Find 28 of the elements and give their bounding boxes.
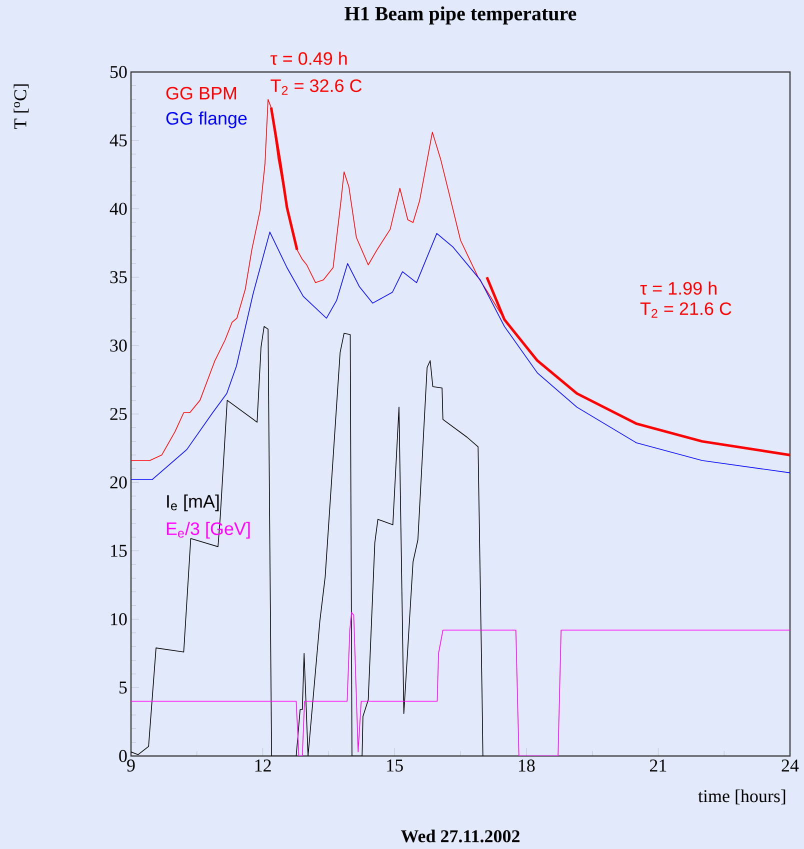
y-tick-label: 20 — [110, 476, 127, 488]
annotation: T$_{2}$ = 21.6 C — [640, 302, 732, 318]
y-tick-label: 40 — [110, 202, 127, 215]
y-tick-label: 25 — [110, 408, 127, 420]
text: Wed 27.11.2002 — [400, 830, 520, 842]
series-label: I$_{e}$ [mA] — [167, 494, 219, 512]
y-axis-title: T [$^{o}$C] — [14, 84, 29, 130]
y-tick-label: 45 — [110, 134, 127, 146]
x-tick-label: 18 — [518, 760, 535, 772]
y-tick-label: 50 — [110, 66, 127, 78]
annotation: T$_{2}$ = 32.6 C — [270, 79, 362, 95]
y-tick-label: 35 — [110, 271, 127, 284]
series-label: GG BPM — [166, 86, 236, 100]
chart-title: H1 Beam pipe temperature — [344, 6, 576, 24]
x-tick-label: 15 — [387, 760, 403, 772]
y-tick-label: 15 — [111, 544, 127, 557]
y-tick-label: 0 — [119, 750, 127, 762]
x-tick-label: 21 — [650, 760, 666, 772]
x-tick-label: 12 — [255, 760, 271, 772]
y-tick-label: 10 — [111, 613, 127, 626]
y-tick-label: 5 — [120, 682, 127, 694]
x-axis-title: time [hours] — [698, 790, 786, 804]
y-tick-label: 30 — [110, 340, 127, 352]
text: GG flange — [166, 111, 247, 128]
x-tick-label: 9 — [127, 760, 135, 772]
x-tick-label: 24 — [782, 760, 799, 772]
annotation: τ = 1.99 h — [640, 282, 716, 295]
text: τ = 0.49 h — [270, 52, 347, 65]
